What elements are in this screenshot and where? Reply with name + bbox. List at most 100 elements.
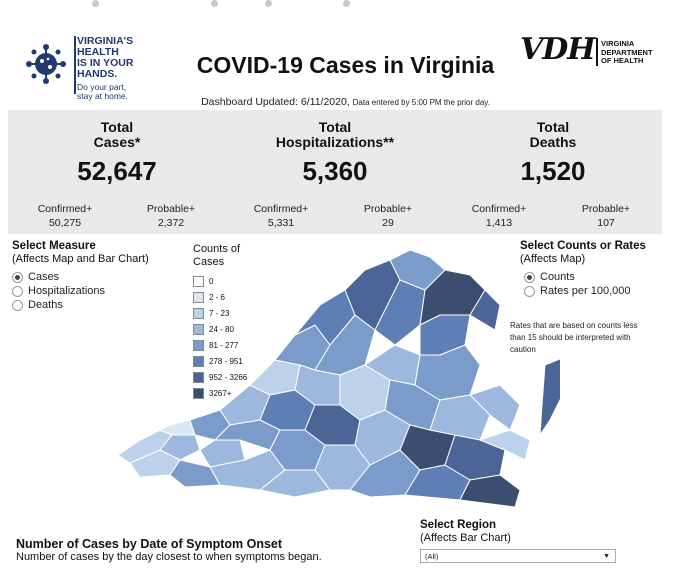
legend-label: 24 - 80	[209, 324, 234, 334]
radio-selected-icon[interactable]	[524, 271, 535, 283]
county-region[interactable]	[459, 474, 521, 508]
rates-title: Select Counts or Rates	[520, 240, 646, 252]
legend-label: 81 - 277	[209, 340, 239, 350]
legend-label: 278 - 951	[209, 356, 243, 366]
rates-option-counts[interactable]: Counts	[520, 270, 680, 284]
sub-label: Probable+	[146, 203, 196, 215]
logo-wordmark: VIRGINIA'S HEALTH IS IN YOUR HANDS.	[77, 36, 133, 80]
legend-swatch	[193, 291, 204, 303]
rates-subtitle: (Affects Map)	[520, 253, 586, 265]
virginia-health-logo: VIRGINIA'S HEALTH IS IN YOUR HANDS. Do y…	[22, 36, 138, 101]
page-title: COVID-19 Cases in Virginia	[196, 52, 495, 78]
total-hospitalizations-card: Total Hospitalizations** 5,360	[226, 120, 444, 187]
section-title: Number of Cases by Date of Symptom Onset	[16, 537, 283, 551]
legend-swatch	[193, 371, 204, 383]
stat-value: 1,520	[520, 156, 586, 186]
logo-line: IS IN YOUR	[77, 57, 134, 69]
logo-line: HEALTH	[77, 46, 119, 58]
county-region[interactable]	[469, 289, 501, 331]
stat-label-line: Cases*	[93, 134, 141, 150]
logo-line: VIRGINIA'S	[77, 35, 134, 47]
sub-label: Confirmed+	[37, 203, 93, 215]
legend-label: 0	[209, 276, 214, 286]
total-cases-card: Total Cases* 52,647	[8, 120, 226, 187]
region-dropdown[interactable]: (All) ▼	[420, 549, 616, 563]
deaths-confirmed: Confirmed+ 1,413	[454, 202, 544, 230]
sub-value: 50,275	[48, 217, 82, 229]
measure-option-deaths[interactable]: Deaths	[12, 298, 192, 312]
logo-tagline-line: stay at home.	[77, 91, 129, 101]
vdh-divider	[596, 38, 598, 66]
legend-title-line: Cases	[193, 256, 225, 268]
rates-caution-note: Rates that are based on counts less than…	[510, 321, 638, 354]
measure-option-cases[interactable]: Cases	[12, 270, 192, 284]
sub-value: 1,413	[485, 217, 513, 229]
vdh-name-line: VIRGINIA	[601, 39, 635, 48]
radio-label: Counts	[540, 271, 575, 283]
stat-label-line: Deaths	[529, 134, 577, 150]
stat-label-line: Total	[100, 119, 134, 135]
logo-tagline-line: Do your part,	[77, 82, 127, 92]
updated-timestamp: Dashboard Updated: 6/11/2020, Data enter…	[0, 96, 691, 108]
legend-swatch	[193, 323, 204, 335]
pager-dots	[0, 0, 691, 8]
legend-swatch	[193, 275, 204, 287]
measure-selector: Select Measure (Affects Map and Bar Char…	[12, 240, 192, 312]
radio-label: Rates per 100,000	[540, 285, 631, 297]
sub-value: 2,372	[157, 217, 185, 229]
legend-swatch	[193, 387, 204, 399]
radio-icon[interactable]	[524, 285, 535, 297]
legend-title: Counts of Cases	[193, 243, 263, 269]
stat-label: Total Cases*	[8, 120, 226, 150]
radio-label: Cases	[28, 271, 60, 283]
pager-dot[interactable]	[265, 0, 272, 7]
stat-label: Total Deaths	[444, 120, 662, 150]
measure-title: Select Measure	[12, 240, 96, 252]
legend-label: 7 - 23	[209, 308, 230, 318]
radio-icon[interactable]	[12, 285, 23, 297]
region-title: Select Region	[420, 519, 497, 531]
section-subtitle: Number of cases by the day closest to wh…	[16, 551, 322, 563]
stat-label-line: Total	[536, 119, 570, 135]
vdh-name-line: OF HEALTH	[601, 56, 644, 65]
radio-label: Deaths	[28, 299, 63, 311]
legend-item: 7 - 23	[193, 305, 263, 321]
deaths-probable: Probable+ 107	[561, 202, 651, 230]
sub-label: Probable+	[581, 203, 631, 215]
hosp-confirmed: Confirmed+ 5,331	[236, 202, 326, 230]
vdh-name-line: DEPARTMENT	[601, 47, 653, 57]
sub-label: Confirmed+	[471, 203, 527, 215]
county-region[interactable]	[469, 384, 521, 431]
measure-option-hospitalizations[interactable]: Hospitalizations	[12, 284, 192, 298]
legend-swatch	[193, 355, 204, 367]
pager-dot[interactable]	[92, 0, 99, 7]
virginia-county-map[interactable]	[100, 245, 560, 513]
sub-value: 107	[597, 217, 615, 229]
radio-selected-icon[interactable]	[12, 271, 23, 283]
map-legend: Counts of Cases 0 2 - 6 7 - 23 24 - 80 8…	[193, 243, 263, 401]
county-region[interactable]	[539, 355, 560, 437]
rates-option-per-100k[interactable]: Rates per 100,000	[520, 284, 680, 298]
legend-label: 952 - 3266	[209, 372, 248, 382]
pager-dot[interactable]	[343, 0, 350, 7]
county-region[interactable]	[478, 429, 531, 461]
county-region[interactable]	[199, 439, 246, 468]
region-selector: Select Region (Affects Bar Chart) (All) …	[420, 519, 620, 563]
legend-item: 952 - 3266	[193, 369, 263, 385]
legend-label: 2 - 6	[209, 292, 226, 302]
stats-panel: Total Cases* 52,647 Total Hospitalizatio…	[8, 110, 662, 234]
pager-dot[interactable]	[211, 0, 218, 7]
sub-value: 29	[382, 217, 394, 229]
updated-note: Data entered by 5:00 PM the prior day.	[352, 98, 490, 107]
stat-label: Total Hospitalizations**	[226, 120, 444, 150]
region-subtitle: (Affects Bar Chart)	[420, 532, 511, 544]
logo-line: HANDS.	[77, 68, 118, 80]
sub-label: Probable+	[363, 203, 413, 215]
chevron-down-icon[interactable]: ▼	[603, 553, 610, 560]
legend-item: 0	[193, 273, 263, 289]
stat-value: 52,647	[77, 156, 157, 186]
sub-label: Confirmed+	[253, 203, 309, 215]
vdh-logo: VDH VIRGINIA DEPARTMENT OF HEALTH	[520, 32, 670, 70]
legend-label: 3267+	[209, 388, 232, 398]
radio-icon[interactable]	[12, 299, 23, 311]
